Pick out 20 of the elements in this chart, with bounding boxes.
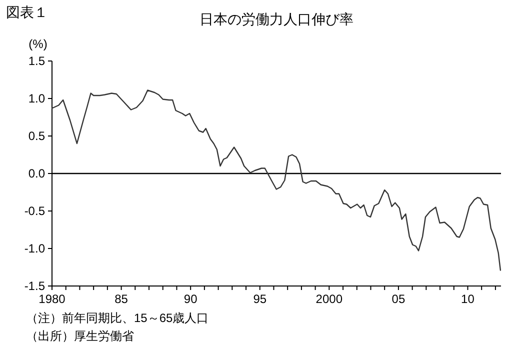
x-tick-label: 1980 — [38, 292, 66, 306]
text: 図表１ — [6, 4, 48, 20]
x-tick-label: 2000 — [316, 292, 343, 306]
y-tick-label: 0.0 — [28, 166, 46, 180]
y-tick-label: 1.0 — [28, 92, 46, 106]
text: （注）前年同期比、15～65歳人口 — [26, 311, 209, 325]
x-tick-label: 05 — [392, 292, 406, 306]
line-series — [51, 90, 502, 271]
x-tick-label: 85 — [114, 292, 128, 306]
x-tick-label: 10 — [461, 292, 475, 306]
y-tick-label: -1.5 — [24, 279, 46, 293]
y-tick-label: 0.5 — [28, 129, 46, 143]
x-tick-label: 90 — [184, 292, 198, 306]
text: （出所）厚生労働省 — [26, 329, 134, 343]
y-tick-label: -0.5 — [24, 204, 46, 218]
y-tick-label: 1.5 — [28, 54, 46, 68]
y-axis-title: (%) — [28, 37, 48, 51]
chart-title: 日本の労働力人口伸び率 — [200, 11, 354, 27]
y-tick-label: -1.0 — [24, 242, 46, 256]
x-tick-label: 95 — [253, 292, 267, 306]
